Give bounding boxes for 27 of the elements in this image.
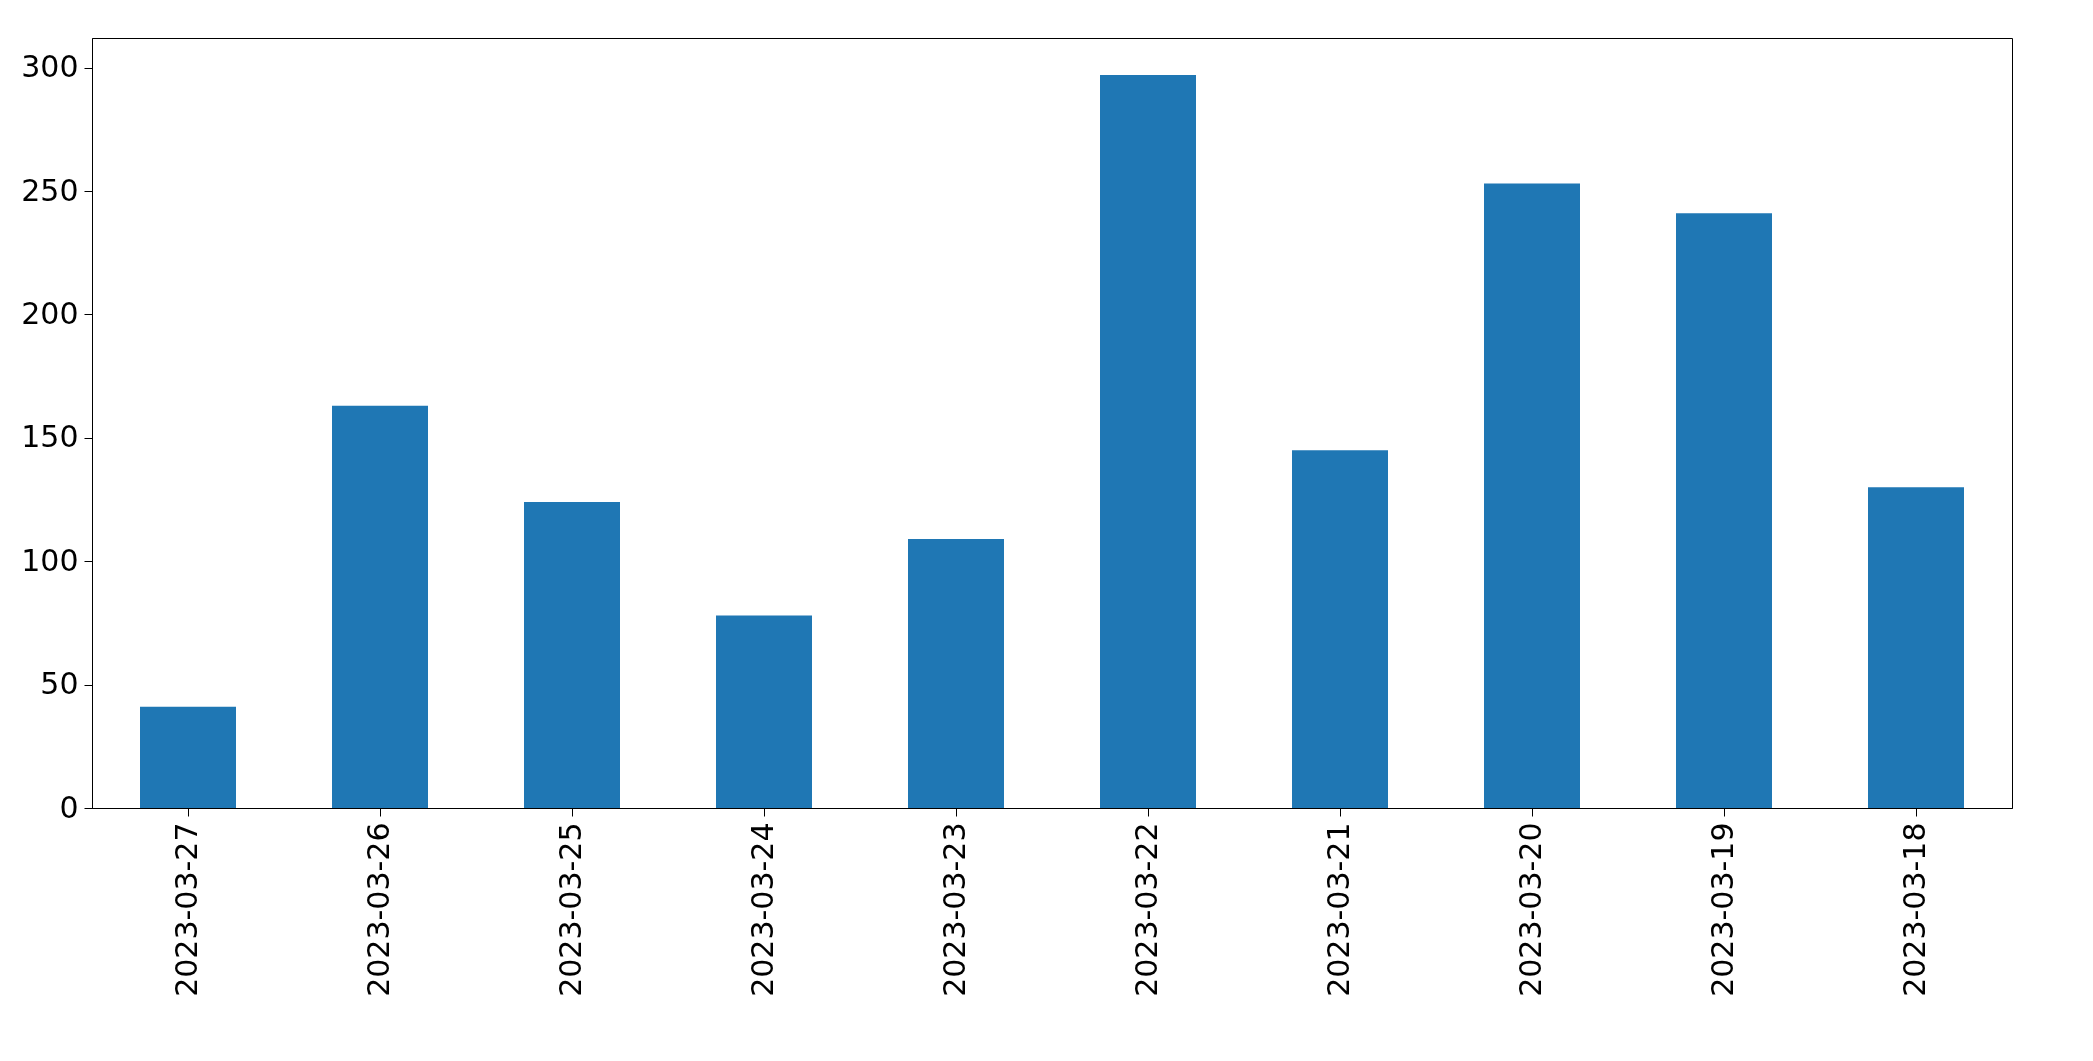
bar [1292, 450, 1388, 808]
bar [1868, 487, 1964, 808]
y-tick-label: 100 [21, 542, 79, 578]
bar [716, 615, 812, 808]
y-tick-label: 300 [21, 49, 79, 85]
y-tick-label: 150 [21, 419, 79, 455]
x-tick-label: 2023-03-20 [1513, 822, 1548, 997]
bar [1100, 75, 1196, 808]
bar [1676, 213, 1772, 808]
bar [1484, 183, 1580, 808]
y-tick-label: 50 [40, 666, 79, 702]
x-tick-label: 2023-03-23 [937, 822, 972, 997]
x-tick-label: 2023-03-21 [1321, 822, 1356, 997]
bar [908, 538, 1004, 808]
bar [524, 501, 620, 808]
x-tick-label: 2023-03-27 [169, 822, 204, 997]
x-tick-label: 2023-03-22 [1129, 822, 1164, 997]
bar [140, 706, 236, 808]
x-tick-label: 2023-03-19 [1705, 822, 1740, 997]
x-tick-label: 2023-03-25 [553, 822, 588, 997]
y-tick-label: 0 [59, 789, 79, 825]
x-tick-label: 2023-03-26 [361, 822, 396, 997]
y-tick-label: 200 [21, 295, 79, 331]
bar [332, 405, 428, 808]
y-tick-label: 250 [21, 172, 79, 208]
x-tick-label: 2023-03-24 [745, 822, 780, 997]
x-tick-label: 2023-03-18 [1897, 822, 1932, 997]
